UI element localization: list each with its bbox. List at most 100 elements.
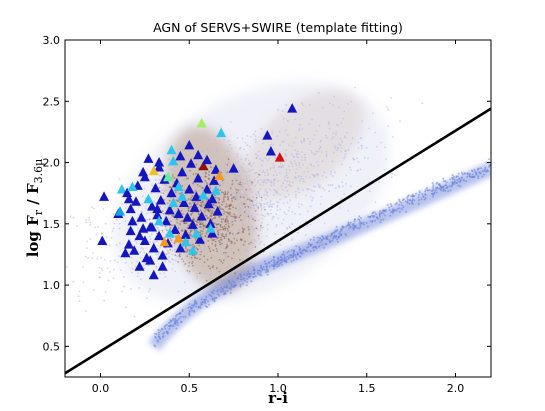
y-tick-label: 3.0 <box>43 34 61 47</box>
y-tick-label: 1.0 <box>43 279 61 292</box>
agn-point <box>186 158 197 168</box>
agn-point <box>173 181 184 192</box>
agn-point <box>154 230 165 241</box>
x-tick-label: 1.5 <box>358 382 376 395</box>
agn-point <box>115 206 126 216</box>
agn-point <box>262 130 273 140</box>
agn-point <box>159 236 170 247</box>
agn-point <box>146 221 157 232</box>
agn-point <box>209 175 220 185</box>
agn-point <box>203 198 214 209</box>
agn-point <box>170 224 181 234</box>
agn-point <box>148 269 159 280</box>
agn-point <box>161 215 172 226</box>
dividing-line-layer <box>65 107 491 375</box>
agn-point <box>164 204 175 215</box>
agn-point <box>97 235 108 245</box>
x-tick-label: 2.0 <box>447 382 465 395</box>
agn-point <box>157 261 168 271</box>
agn-point <box>157 250 168 260</box>
y-axis-ticks: 0.5 1.0 1.5 2.0 2.5 3.0 <box>43 34 491 353</box>
agn-point <box>125 203 136 214</box>
agn-point <box>154 215 165 226</box>
x-axis-ticks: 0.0 0.5 1.0 1.5 2.0 <box>92 40 465 395</box>
agn-point <box>138 223 149 233</box>
y-label-36-subscript: 3.6μ <box>32 159 45 184</box>
agn-point <box>265 146 276 156</box>
agn-point <box>184 139 195 150</box>
agn-point <box>212 206 223 216</box>
agn-point <box>123 239 134 249</box>
agn-point <box>207 228 218 238</box>
agn-point <box>175 242 186 253</box>
agn-point <box>193 172 204 183</box>
dividing-line <box>65 107 491 375</box>
agn-point <box>127 215 138 226</box>
agn-point <box>178 197 189 207</box>
x-tick-label: 0.5 <box>181 382 199 395</box>
chart-title: AGN of SERVS+SWIRE (template fitting) <box>153 20 403 35</box>
agn-point <box>127 181 138 192</box>
agn-point <box>125 225 136 236</box>
agn-point <box>180 236 191 247</box>
y-label-prefix: log <box>24 226 42 257</box>
agn-point <box>99 191 110 201</box>
agn-point <box>143 193 154 204</box>
agn-point <box>198 160 209 171</box>
agn-point <box>196 210 207 221</box>
agn-point <box>182 212 193 222</box>
agn-point <box>152 203 163 214</box>
agn-point <box>122 187 133 198</box>
agn-point <box>216 127 227 138</box>
agn-point <box>187 245 198 255</box>
y-axis-label: log Fr / F3.6μ <box>24 159 45 258</box>
x-tick-label: 0.0 <box>92 382 110 395</box>
agn-point <box>166 187 177 198</box>
agn-point <box>166 144 177 155</box>
agn-point <box>129 245 140 255</box>
agn-point <box>194 234 205 244</box>
y-tick-label: 0.5 <box>43 340 61 353</box>
agn-point <box>154 157 165 167</box>
agn-point <box>168 155 179 166</box>
agn-point <box>202 154 212 165</box>
agn-point <box>205 223 216 233</box>
agn-point <box>214 170 225 181</box>
agn-point <box>134 230 145 241</box>
agn-point <box>120 247 131 258</box>
agn-point <box>287 103 298 113</box>
agn-point <box>198 190 209 200</box>
agn-point <box>228 163 239 173</box>
y-tick-label: 2.0 <box>43 157 61 170</box>
agn-point <box>152 209 163 220</box>
agn-point <box>162 171 173 182</box>
agn-point <box>155 195 166 205</box>
agn-point <box>189 202 200 212</box>
agn-point <box>139 171 150 182</box>
y-label-slash: / <box>24 194 42 210</box>
agn-point <box>145 255 156 265</box>
agn-point <box>143 153 154 163</box>
agn-point <box>193 149 204 160</box>
agn-point <box>146 201 157 211</box>
agn-point <box>150 182 161 193</box>
agn-point <box>210 185 221 195</box>
agn-point <box>131 196 141 206</box>
y-label-f-36: F <box>24 183 42 194</box>
agn-point <box>148 242 159 253</box>
agn-point <box>164 228 175 238</box>
agn-point <box>134 261 145 271</box>
agn-point <box>191 191 202 201</box>
agn-point <box>175 150 186 161</box>
agn-point <box>123 193 134 204</box>
agn-point <box>116 184 127 194</box>
agn-point <box>184 184 195 194</box>
y-label-r-subscript: r <box>32 209 45 215</box>
y-tick-label: 1.5 <box>43 218 61 231</box>
agn-point <box>173 208 184 219</box>
agn-point <box>177 166 188 177</box>
agn-point <box>180 229 191 239</box>
agn-point <box>196 117 207 128</box>
agn-point <box>202 184 212 194</box>
